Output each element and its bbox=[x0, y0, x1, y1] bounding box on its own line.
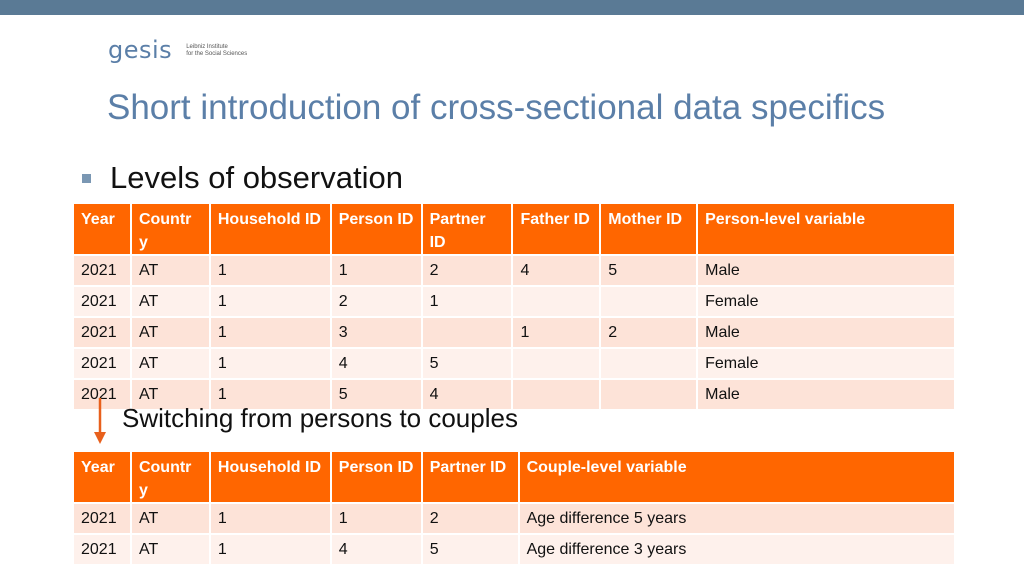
table-cell: 1 bbox=[208, 316, 332, 349]
table-cell: Female bbox=[696, 347, 956, 380]
table-cell: 2021 bbox=[72, 378, 132, 411]
table-cell: AT bbox=[129, 254, 211, 287]
table-cell: 1 bbox=[208, 347, 332, 380]
table-cell: 2 bbox=[420, 254, 514, 287]
switch-caption: Switching from persons to couples bbox=[122, 403, 518, 433]
header-cell: Person ID bbox=[329, 450, 423, 504]
table-cell bbox=[599, 347, 699, 380]
table-cell: 2021 bbox=[72, 533, 132, 566]
table-cell: AT bbox=[129, 378, 211, 411]
gesis-logo: gesis Leibniz Institute for the Social S… bbox=[108, 36, 247, 64]
bullet-square-icon bbox=[82, 173, 91, 183]
bullet-item: Levels of observation bbox=[82, 160, 403, 196]
table-cell: Age difference 3 years bbox=[517, 533, 957, 566]
table-cell: 1 bbox=[420, 285, 514, 318]
header-cell: Household ID bbox=[208, 450, 332, 504]
table-cell bbox=[511, 378, 602, 411]
table-cell: 5 bbox=[420, 347, 514, 380]
header-cell: Mother ID bbox=[599, 202, 699, 256]
header-cell: Couple-level variable bbox=[517, 450, 957, 504]
table-cell: Age difference 5 years bbox=[517, 502, 957, 535]
table-cell: 2 bbox=[329, 285, 423, 318]
table-cell bbox=[420, 316, 514, 349]
table-cell: 1 bbox=[329, 502, 423, 535]
logo-subtitle: Leibniz Institute for the Social Science… bbox=[186, 44, 247, 58]
table-header-row: Year Countr y Household ID Person ID Par… bbox=[72, 450, 957, 504]
header-cell: Year bbox=[72, 450, 132, 504]
table-cell: 2021 bbox=[72, 254, 132, 287]
header-cell: Year bbox=[72, 202, 132, 256]
table-cell: 2 bbox=[599, 316, 699, 349]
table-cell: 5 bbox=[420, 533, 520, 566]
table-cell: 3 bbox=[329, 316, 423, 349]
logo-subtitle-line1: Leibniz Institute bbox=[186, 44, 228, 50]
table-cell: AT bbox=[129, 502, 211, 535]
table-cell bbox=[511, 285, 602, 318]
couple-level-table: Year Countr y Household ID Person ID Par… bbox=[72, 450, 957, 566]
person-level-table: Year Countr y Household ID Person ID Par… bbox=[72, 202, 956, 411]
table-cell: 1 bbox=[208, 533, 332, 566]
table-cell: 4 bbox=[329, 347, 423, 380]
table-cell: AT bbox=[129, 285, 211, 318]
table-cell: Male bbox=[696, 378, 956, 411]
table-cell: 2021 bbox=[72, 502, 132, 535]
table-row: 2021 AT 1 5 4 Male bbox=[72, 378, 956, 411]
table-cell: AT bbox=[129, 533, 211, 566]
slide-title: Short introduction of cross-sectional da… bbox=[107, 88, 886, 127]
table-cell: 2021 bbox=[72, 285, 132, 318]
table-row: 2021 AT 1 2 1 Female bbox=[72, 285, 956, 318]
table-row: 2021 AT 1 4 5 Age difference 3 years bbox=[72, 533, 957, 566]
top-bar bbox=[0, 0, 1024, 15]
table-cell: Male bbox=[696, 254, 956, 287]
table-cell bbox=[599, 378, 699, 411]
table-cell: 5 bbox=[329, 378, 423, 411]
table-row: 2021 AT 1 1 2 Age difference 5 years bbox=[72, 502, 957, 535]
header-cell: Person-level variable bbox=[696, 202, 956, 256]
table-cell: 1 bbox=[329, 254, 423, 287]
table-cell: Female bbox=[696, 285, 956, 318]
table-cell: AT bbox=[129, 347, 211, 380]
logo-subtitle-line2: for the Social Sciences bbox=[186, 51, 248, 57]
logo-wordmark: gesis bbox=[108, 36, 173, 64]
header-cell: Countr y bbox=[129, 450, 211, 504]
table-cell: 1 bbox=[208, 378, 332, 411]
table-cell: 2021 bbox=[72, 316, 132, 349]
header-cell: Household ID bbox=[208, 202, 332, 256]
table-row: 2021 AT 1 4 5 Female bbox=[72, 347, 956, 380]
table-cell: 4 bbox=[329, 533, 423, 566]
header-cell: Partner ID bbox=[420, 202, 514, 256]
table-cell: Male bbox=[696, 316, 956, 349]
table-row: 2021 AT 1 3 1 2 Male bbox=[72, 316, 956, 349]
bullet-text: Levels of observation bbox=[110, 160, 403, 195]
table-cell: 1 bbox=[208, 285, 332, 318]
table-cell: 2 bbox=[420, 502, 520, 535]
table-cell: 1 bbox=[208, 254, 332, 287]
table-cell: 4 bbox=[420, 378, 514, 411]
table-cell: 4 bbox=[511, 254, 602, 287]
table-cell bbox=[599, 285, 699, 318]
header-cell: Partner ID bbox=[420, 450, 520, 504]
table-row: 2021 AT 1 1 2 4 5 Male bbox=[72, 254, 956, 287]
table-cell: AT bbox=[129, 316, 211, 349]
table-header-row: Year Countr y Household ID Person ID Par… bbox=[72, 202, 956, 256]
table-cell: 5 bbox=[599, 254, 699, 287]
down-arrow-icon bbox=[94, 398, 106, 444]
table-cell: 1 bbox=[511, 316, 602, 349]
table-cell bbox=[511, 347, 602, 380]
header-cell: Father ID bbox=[511, 202, 602, 256]
header-cell: Person ID bbox=[329, 202, 423, 256]
header-cell: Countr y bbox=[129, 202, 211, 256]
table-cell: 1 bbox=[208, 502, 332, 535]
table-cell: 2021 bbox=[72, 347, 132, 380]
